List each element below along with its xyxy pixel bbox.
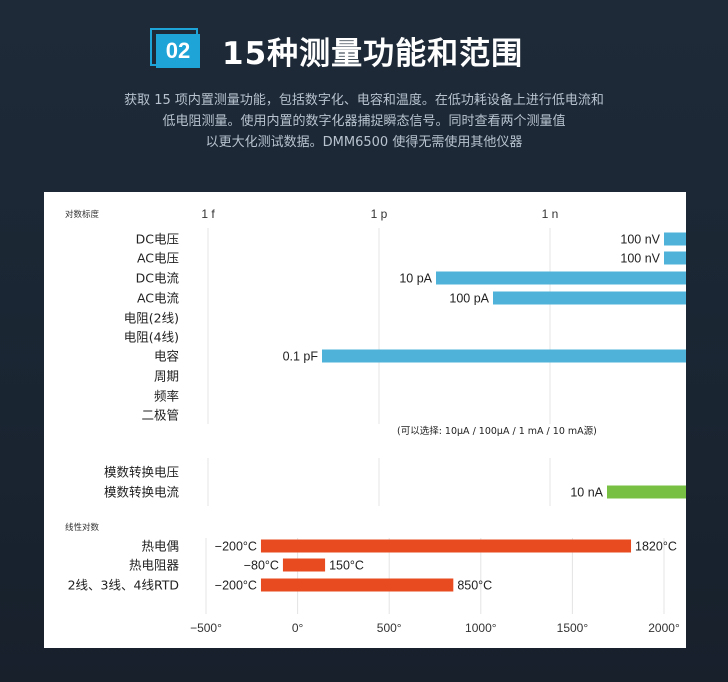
- range-row-label: 频率: [154, 389, 179, 404]
- linear-tick-label: 1000°: [465, 621, 497, 635]
- page-title: 15种测量功能和范围: [222, 36, 524, 72]
- description-line: 低电阻测量。使用内置的数字化器捕捉瞬态信号。同时查看两个测量值: [162, 114, 566, 129]
- temperature-max-label: 850°C: [457, 579, 492, 593]
- description-line: 获取 15 项内置测量功能，包括数字化、电容和温度。在低功耗设备上进行低电流和: [124, 93, 604, 108]
- temperature-bar: [282, 558, 326, 572]
- section-number-badge: 02: [156, 34, 200, 68]
- temperature-max-label: 1820°C: [635, 540, 677, 554]
- temperature-min-label: −200°C: [215, 579, 257, 593]
- range-min-label: 0.1 pF: [283, 350, 319, 364]
- temperature-bar: [260, 578, 454, 592]
- description: 获取 15 项内置测量功能，包括数字化、电容和温度。在低功耗设备上进行低电流和 …: [60, 90, 668, 153]
- range-min-label: 100 nV: [620, 252, 660, 266]
- temperature-min-label: −80°C: [244, 559, 279, 573]
- log-axis-title: 对数标度: [65, 209, 100, 220]
- log-tick-label: 1 n: [542, 207, 559, 221]
- linear-tick-label: 2000°: [648, 621, 680, 635]
- range-bar: [664, 251, 686, 265]
- range-bar: [664, 232, 686, 246]
- range-row-label: AC电流: [137, 291, 180, 306]
- range-row-label: 模数转换电流: [104, 485, 180, 500]
- diode-source-note: (可以选择: 10µA / 100µA / 1 mA / 10 mA源): [397, 425, 597, 437]
- range-bar: [493, 291, 686, 305]
- range-row-label: 二极管: [141, 408, 179, 423]
- temperature-max-label: 150°C: [329, 559, 364, 573]
- range-row-label: DC电流: [136, 271, 180, 286]
- range-bar: [436, 271, 686, 285]
- temperature-row-label: 热电阻器: [129, 558, 180, 573]
- range-min-label: 10 nA: [570, 486, 603, 500]
- temperature-bar: [260, 539, 632, 553]
- range-row-label: 模数转换电压: [104, 465, 179, 480]
- range-row-label: 电阻(4线): [124, 330, 179, 345]
- log-tick-label: 1 p: [371, 207, 388, 221]
- linear-tick-label: 0°: [292, 621, 304, 635]
- linear-axis-title: 线性对数: [65, 522, 100, 533]
- range-row-label: AC电压: [137, 251, 179, 266]
- temperature-row-label: 2线、3线、4线RTD: [68, 578, 179, 593]
- range-row-label: 周期: [154, 369, 179, 384]
- range-row-label: 电阻(2线): [124, 311, 179, 326]
- range-min-label: 100 nV: [620, 233, 660, 247]
- linear-tick-label: −500°: [190, 621, 222, 635]
- linear-tick-label: 1500°: [557, 621, 589, 635]
- range-row-label: DC电压: [136, 232, 179, 247]
- range-bar: [607, 485, 686, 499]
- log-tick-label: 1 f: [201, 207, 215, 221]
- temperature-row-label: 热电偶: [141, 539, 179, 554]
- description-line: 以更大化测试数据。DMM6500 使得无需使用其他仪器: [205, 135, 523, 150]
- page-header: 02 15种测量功能和范围 获取 15 项内置测量功能，包括数字化、电容和温度。…: [0, 0, 728, 180]
- range-min-label: 10 pA: [399, 272, 432, 286]
- range-min-label: 100 pA: [449, 292, 489, 306]
- range-bar: [322, 349, 686, 363]
- range-row-label: 电容: [154, 349, 179, 364]
- linear-tick-label: 500°: [377, 621, 402, 635]
- temperature-min-label: −200°C: [215, 540, 257, 554]
